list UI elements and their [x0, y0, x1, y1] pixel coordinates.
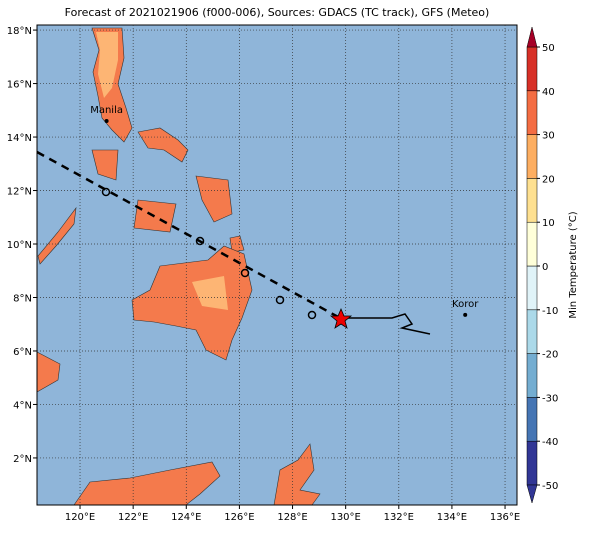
colorbar-label: Min Temperature (°C) — [568, 211, 579, 318]
colorbar-band — [526, 397, 538, 442]
colorbar-band — [526, 353, 538, 398]
colorbar-tick-label: -50 — [542, 481, 558, 492]
y-tick-label: 10°N — [7, 240, 32, 251]
y-tick-label: 8°N — [13, 293, 32, 304]
title: Forecast of 2021021906 (f000-006), Sourc… — [65, 6, 490, 19]
x-tick-label: 122°E — [118, 512, 148, 523]
colorbar-tick-label: 0 — [542, 262, 548, 273]
x-tick-label: 128°E — [277, 512, 307, 523]
colorbar-band — [526, 90, 538, 135]
city-marker — [104, 119, 109, 123]
x-tick-label: 120°E — [65, 512, 95, 523]
colorbar-tick-label: 30 — [542, 131, 555, 142]
colorbar-band — [526, 309, 538, 354]
colorbar-band — [526, 46, 538, 92]
colorbar-tick-label: -30 — [542, 393, 558, 404]
y-tick-label: 6°N — [13, 347, 32, 358]
colorbar-tick-label: -20 — [542, 350, 558, 361]
y-tick-label: 2°N — [13, 454, 32, 465]
colorbar-band — [526, 440, 538, 486]
city-marker — [463, 312, 468, 317]
colorbar-extend-low — [526, 484, 538, 504]
colorbar-band — [526, 134, 538, 179]
colorbar-tick-label: 40 — [542, 87, 555, 98]
colorbar-tick-label: -40 — [542, 437, 558, 448]
colorbar-band — [526, 178, 538, 223]
x-tick-label: 130°E — [330, 512, 360, 523]
colorbar-band — [526, 265, 538, 311]
x-tick-label: 126°E — [224, 512, 254, 523]
x-tick-label: 132°E — [384, 512, 414, 523]
colorbar-tick-label: 10 — [542, 218, 555, 229]
land — [36, 27, 321, 506]
y-tick-label: 16°N — [7, 80, 32, 91]
y-tick-label: 12°N — [7, 187, 32, 198]
storm-track — [36, 150, 431, 335]
colorbar-tick-label: -10 — [542, 306, 558, 317]
x-tick-label: 136°E — [490, 512, 520, 523]
y-tick-label: 4°N — [13, 400, 32, 411]
colorbar-tick-label: 50 — [542, 43, 555, 54]
colorbar-band — [526, 221, 538, 267]
x-tick-label: 124°E — [171, 512, 201, 523]
colorbar-tick-label: 20 — [542, 174, 555, 185]
y-tick-label: 18°N — [7, 26, 32, 37]
colorbar-extend-high — [526, 26, 538, 48]
city-label: Koror — [452, 299, 479, 310]
y-tick-label: 14°N — [7, 133, 32, 144]
city-label: Manila — [90, 105, 123, 116]
map-frame — [36, 24, 518, 506]
x-tick-label: 134°E — [437, 512, 467, 523]
